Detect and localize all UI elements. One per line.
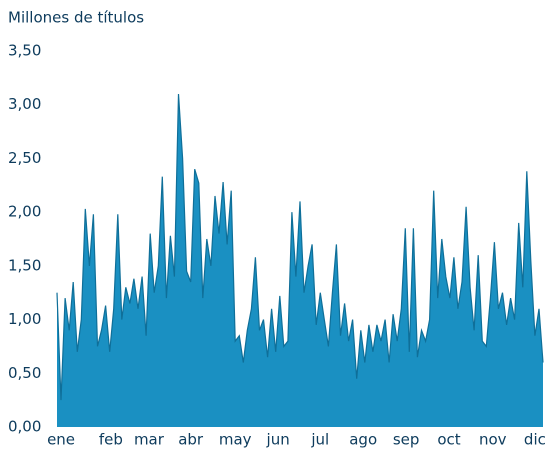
- x-tick-label: mar: [134, 431, 165, 449]
- line: [56, 93, 544, 401]
- chart-title: Millones de títulos: [8, 9, 144, 27]
- y-tick-label: 1,50: [8, 256, 41, 274]
- x-tick-label: nov: [479, 431, 507, 449]
- area: [57, 94, 543, 427]
- x-tick-label: jun: [266, 431, 290, 449]
- y-tick-label: 2,50: [8, 149, 41, 167]
- x-tick-label: may: [219, 431, 252, 449]
- x-tick-label: dic: [524, 431, 546, 449]
- x-tick-label: abr: [178, 431, 204, 449]
- x-tick-label: jul: [310, 431, 329, 449]
- y-tick-label: 2,00: [8, 203, 41, 221]
- x-tick-label: oct: [437, 431, 460, 449]
- y-tick-label: 3,00: [8, 95, 41, 113]
- x-tick-label: sep: [393, 431, 420, 449]
- y-tick-label: 3,50: [8, 42, 41, 60]
- y-tick-label: 1,00: [8, 310, 41, 328]
- x-tick-label: ago: [349, 431, 377, 449]
- x-tick-label: ene: [47, 431, 75, 449]
- y-tick-label: 0,00: [8, 418, 41, 436]
- x-tick-label: feb: [99, 431, 123, 449]
- y-tick-label: 0,50: [8, 364, 41, 382]
